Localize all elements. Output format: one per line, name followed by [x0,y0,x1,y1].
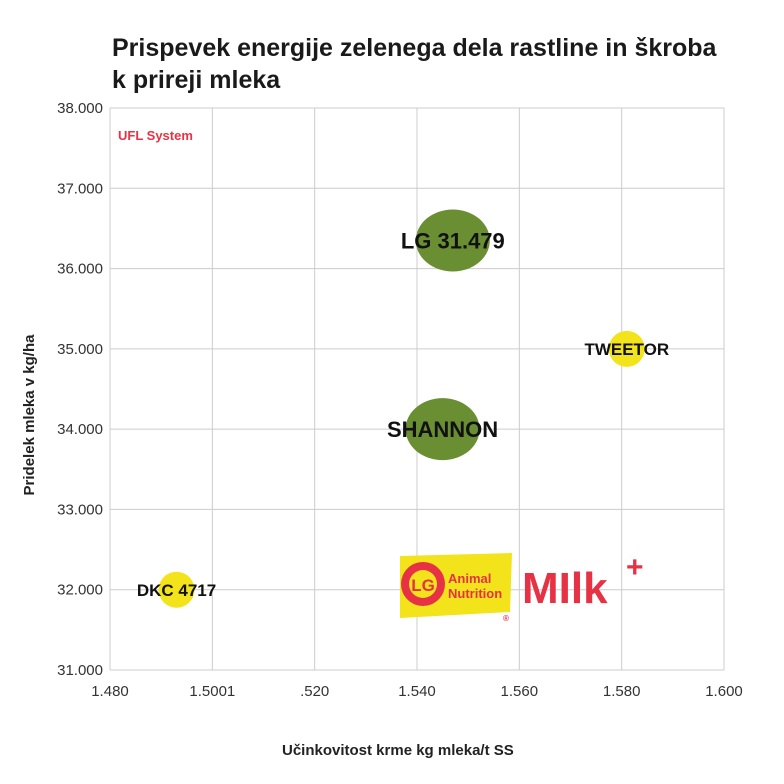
bubble-lg-31-479 [415,209,490,272]
milk-plus-logo: MIlk + [522,551,644,613]
lg-animal-nutrition-logo: LG Animal Nutrition ® [400,553,512,623]
x-tick-label: .520 [300,683,329,700]
bubble-label: DKC 4717 [137,581,216,600]
milk-text: MIlk [522,564,608,613]
y-axis-ticks: 31.000 32.000 33.000 34.000 35.000 36.000 37.0… [57,100,103,679]
bubble-shannon [405,398,480,461]
system-label: UFL System [118,128,193,143]
y-tick-label: 38.000 [57,100,103,117]
title-line-1: Prispevek energije zelenega dela rastlin… [112,34,717,62]
bubble-label: LG 31.479 [401,228,505,253]
x-axis-ticks: 1.480 1.5001 .520 1.540 1.560 1.580 1.600 [91,683,743,700]
bubble-label: SHANNON [387,417,498,442]
bubble-tweetor [608,330,645,367]
x-tick-label: 1.5001 [189,683,235,700]
y-tick-label: 33.000 [57,501,103,518]
bubble-dkc-4717 [158,571,195,608]
y-tick-label: 34.000 [57,421,103,438]
logo-line-2: Nutrition [448,586,502,601]
x-tick-label: 1.600 [705,683,743,700]
y-tick-label: 31.000 [57,662,103,679]
grid [109,107,725,671]
x-tick-label: 1.480 [91,683,129,700]
registered-mark: ® [503,614,509,623]
chart-title: Prispevek energije zelenega dela rastlin… [112,32,752,96]
y-tick-label: 32.000 [57,582,103,599]
bubble-label: TWEETOR [584,340,669,359]
milk-plus: + [626,551,644,584]
y-tick-label: 36.000 [57,261,103,278]
y-tick-label: 37.000 [57,180,103,197]
logo-line-1: Animal [448,571,491,586]
x-tick-label: 1.580 [603,683,641,700]
lg-mark-text: LG [411,576,435,595]
x-axis-title: Učinkovitost krme kg mleka/t SS [282,742,514,759]
y-axis-title: Pridelek mleka v kg/ha [21,334,38,496]
data-points: LG 31.479 SHANNON TWEETOR DKC 4717 [137,209,669,608]
x-tick-label: 1.540 [398,683,436,700]
title-line-2: k prireji mleka [112,66,281,94]
y-tick-label: 35.000 [57,341,103,358]
x-tick-label: 1.560 [501,683,539,700]
